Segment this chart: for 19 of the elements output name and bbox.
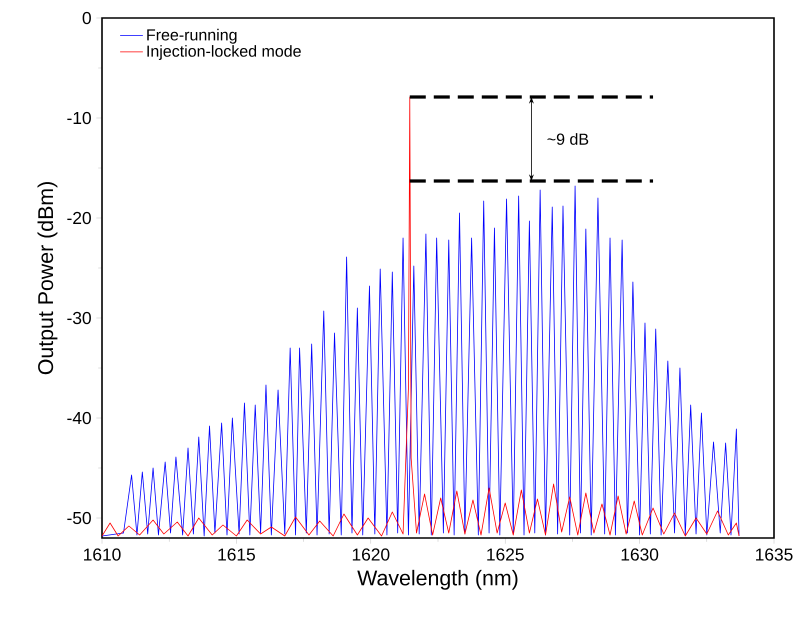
- legend-label: Injection-locked mode: [147, 45, 301, 60]
- y-axis-title: Output Power (dBm): [38, 182, 58, 374]
- x-tick-label: 1610: [84, 548, 121, 561]
- x-tick-label: 1625: [487, 548, 524, 561]
- y-tick-label: -10: [67, 112, 91, 124]
- line-series: [102, 186, 740, 536]
- x-axis-title: Wavelength (nm): [357, 570, 518, 590]
- y-tick-label: -20: [67, 212, 91, 224]
- x-tick-label: 1615: [218, 548, 255, 561]
- legend-label: Free-running: [147, 28, 236, 44]
- y-tick-label: -40: [67, 412, 91, 424]
- y-tick-label: -50: [67, 512, 91, 524]
- y-tick-label: 0: [82, 12, 91, 24]
- x-tick-label: 1635: [756, 548, 793, 561]
- x-tick-label: 1630: [622, 548, 658, 561]
- x-tick-label: 1620: [352, 548, 390, 561]
- annotation: ~9 dB: [548, 133, 588, 145]
- line-series: [102, 96, 740, 536]
- y-tick-label: -30: [67, 312, 91, 324]
